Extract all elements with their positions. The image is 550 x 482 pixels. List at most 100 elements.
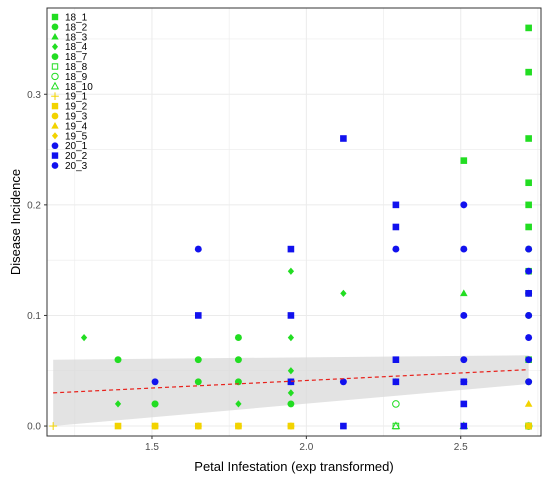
point-18_4 bbox=[340, 289, 347, 297]
point-20_1 bbox=[460, 356, 468, 364]
point-20_2 bbox=[460, 422, 468, 430]
x-axis-ticks: 1.5 2.0 2.5 bbox=[145, 436, 468, 453]
y-tick-label: 0.2 bbox=[27, 200, 41, 211]
y-tick-label: 0.3 bbox=[27, 90, 41, 101]
x-axis-title: Petal Infestation (exp transformed) bbox=[194, 459, 393, 474]
point-18_7 bbox=[151, 400, 159, 408]
data-points bbox=[49, 24, 533, 431]
point-19_1 bbox=[49, 422, 58, 431]
legend-key-18_3 bbox=[51, 32, 59, 40]
point-18_7 bbox=[287, 400, 295, 408]
point-18_3 bbox=[460, 289, 468, 297]
point-20_2 bbox=[525, 290, 532, 297]
point-18_4 bbox=[114, 400, 122, 408]
point-20_2 bbox=[392, 378, 400, 386]
legend-label-18_3: 18_3 bbox=[65, 32, 88, 43]
legend-label-19_4: 19_4 bbox=[65, 121, 88, 132]
point-20_1 bbox=[525, 245, 533, 253]
point-20_1 bbox=[525, 334, 533, 342]
x-tick-label: 2.0 bbox=[299, 442, 313, 453]
point-20_2 bbox=[392, 223, 400, 231]
point-20_1 bbox=[525, 378, 533, 386]
point-20_1 bbox=[392, 245, 400, 253]
legend-label-20_1: 20_1 bbox=[65, 141, 88, 152]
point-18_7 bbox=[194, 356, 202, 364]
legend-label-18_8: 18_8 bbox=[65, 62, 88, 73]
legend-label-18_7: 18_7 bbox=[65, 52, 88, 63]
legend-label-19_5: 19_5 bbox=[65, 131, 88, 142]
point-18_1 bbox=[525, 68, 532, 76]
point-20_2 bbox=[287, 245, 295, 253]
legend-key-20_2 bbox=[51, 152, 59, 159]
legend-key-19_3 bbox=[51, 112, 59, 120]
legend-label-19_1: 19_1 bbox=[65, 92, 88, 103]
point-18_4 bbox=[287, 367, 295, 375]
point-18_7 bbox=[234, 334, 242, 342]
y-axis-ticks: 0.0 0.1 0.2 0.3 bbox=[27, 90, 47, 433]
point-20_1 bbox=[525, 356, 533, 364]
plot-panel-border bbox=[46, 7, 542, 437]
point-19_2 bbox=[525, 422, 532, 430]
point-20_2 bbox=[392, 356, 400, 363]
legend-label-18_9: 18_9 bbox=[65, 72, 88, 83]
legend-key-18_2 bbox=[51, 23, 59, 31]
point-18_4 bbox=[287, 389, 295, 397]
point-18_7 bbox=[114, 356, 122, 364]
regression-line bbox=[53, 369, 529, 394]
point-20_2 bbox=[340, 135, 347, 142]
legend-label-20_3: 20_3 bbox=[65, 161, 88, 172]
point-19_5 bbox=[195, 422, 202, 430]
y-tick-label: 0.0 bbox=[27, 422, 41, 433]
legend-key-19_1 bbox=[51, 92, 59, 101]
legend-key-19_2 bbox=[51, 102, 59, 110]
legend-key-18_9 bbox=[51, 72, 59, 81]
legend-label-19_2: 19_2 bbox=[65, 102, 88, 113]
point-18_7 bbox=[194, 378, 202, 386]
trend-line bbox=[53, 369, 529, 394]
point-18_1 bbox=[525, 24, 532, 32]
point-18_4 bbox=[235, 400, 242, 408]
point-18_1 bbox=[525, 135, 532, 142]
point-18_1 bbox=[460, 157, 468, 164]
legend-label-18_1: 18_1 bbox=[65, 13, 88, 24]
legend-key-20_1 bbox=[51, 142, 59, 150]
point-18_10 bbox=[391, 421, 401, 430]
point-19_4 bbox=[524, 399, 533, 407]
legend-key-19_4 bbox=[51, 122, 59, 129]
point-20_2 bbox=[287, 378, 295, 386]
legend-label-19_3: 19_3 bbox=[65, 112, 88, 123]
point-20_1 bbox=[339, 378, 347, 386]
point-20_1 bbox=[151, 378, 159, 386]
point-20_1 bbox=[525, 311, 533, 319]
point-19_3 bbox=[151, 422, 159, 430]
y-tick-label: 0.1 bbox=[27, 311, 41, 322]
point-18_1 bbox=[525, 223, 532, 231]
legend-key-18_8 bbox=[51, 63, 59, 70]
legend: 18_118_218_318_418_718_818_918_1019_119_… bbox=[50, 13, 93, 172]
point-18_1 bbox=[525, 201, 532, 209]
point-20_2 bbox=[460, 378, 468, 386]
x-tick-label: 1.5 bbox=[145, 442, 159, 453]
legend-key-19_5 bbox=[51, 132, 59, 140]
legend-label-18_10: 18_10 bbox=[65, 82, 93, 93]
point-18_4 bbox=[287, 267, 295, 275]
point-20_2 bbox=[287, 312, 295, 319]
legend-key-18_10 bbox=[50, 81, 60, 90]
point-20_1 bbox=[194, 245, 202, 253]
legend-key-18_7 bbox=[51, 53, 59, 60]
y-axis-title: Disease Incidence bbox=[8, 169, 23, 275]
legend-key-18_1 bbox=[51, 13, 59, 21]
legend-key-18_4 bbox=[51, 43, 59, 51]
legend-label-20_2: 20_2 bbox=[65, 151, 88, 162]
legend-key-20_3 bbox=[51, 162, 59, 169]
point-18_4 bbox=[287, 333, 295, 342]
legend-label-18_4: 18_4 bbox=[65, 42, 88, 53]
point-19_3 bbox=[234, 422, 242, 430]
point-20_2 bbox=[460, 400, 468, 408]
point-18_9 bbox=[392, 400, 400, 408]
legend-label-18_2: 18_2 bbox=[65, 22, 88, 33]
point-20_1 bbox=[460, 201, 468, 209]
point-19_2 bbox=[114, 422, 122, 430]
point-20_3 bbox=[525, 267, 533, 275]
